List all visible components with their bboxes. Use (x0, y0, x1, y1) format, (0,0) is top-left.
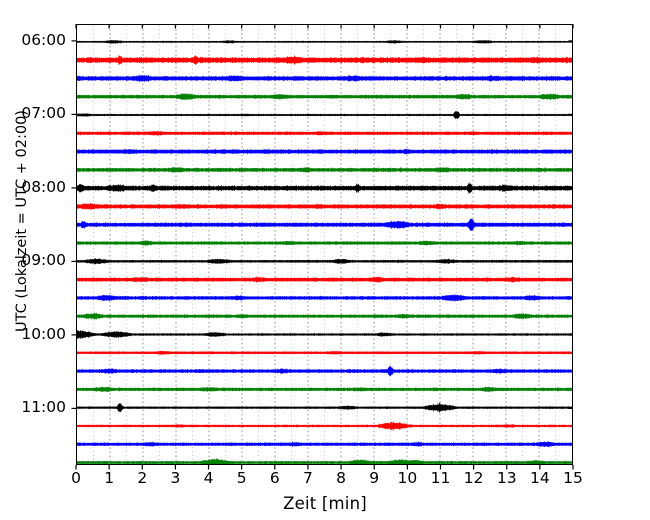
trace-07-30 (77, 148, 572, 155)
trace-11-00 (77, 401, 572, 414)
trace-07-00 (77, 110, 572, 120)
trace-08-00 (77, 182, 572, 194)
trace-08-30 (77, 217, 572, 232)
x-tick-label-10: 10 (397, 469, 418, 487)
trace-06-15 (77, 54, 572, 66)
y-tick-label-08-00: 08:00 (21, 177, 66, 196)
trace-10-00 (77, 329, 572, 340)
trace-10-45 (77, 385, 572, 393)
x-tick-label-9: 9 (369, 469, 380, 487)
y-tick-label-11-00: 11:00 (21, 398, 66, 417)
y-tick-label-07-00: 07:00 (21, 104, 66, 123)
trace-10-15 (77, 350, 572, 356)
trace-09-00 (77, 257, 572, 266)
trace-08-15 (77, 202, 572, 211)
y-tick-label-06-00: 06:00 (21, 30, 66, 49)
x-tick-label-4: 4 (203, 469, 214, 487)
trace-11-30 (77, 440, 572, 448)
x-tick-label-3: 3 (170, 469, 181, 487)
seismogram-traces (77, 25, 572, 464)
x-tick-label-12: 12 (463, 469, 484, 487)
plot-axes (76, 24, 573, 465)
x-tick-label-15: 15 (563, 469, 583, 487)
x-tick-label-0: 0 (71, 469, 81, 487)
x-tick-label-5: 5 (236, 469, 247, 487)
x-tick-label-1: 1 (104, 469, 115, 487)
trace-11-15 (77, 421, 572, 431)
x-tick-label-6: 6 (269, 469, 280, 487)
trace-11-45 (77, 458, 572, 464)
x-tick-label-14: 14 (529, 469, 550, 487)
trace-09-30 (77, 293, 572, 303)
trace-09-45 (77, 312, 572, 321)
x-axis-title: Zeit [min] (283, 494, 367, 513)
x-tick-label-11: 11 (430, 469, 451, 487)
trace-06-45 (77, 92, 572, 102)
x-tick-label-7: 7 (302, 469, 313, 487)
trace-06-00 (77, 39, 572, 44)
y-tick-label-10-00: 10:00 (21, 324, 66, 343)
trace-07-45 (77, 166, 572, 174)
y-axis-title: UTC (Lokalzeit = UTC + 02:00) (14, 110, 30, 332)
x-tick-label-13: 13 (496, 469, 517, 487)
x-tick-label-2: 2 (137, 469, 148, 487)
trace-09-15 (77, 276, 572, 284)
trace-10-30 (77, 365, 572, 378)
x-tick-label-8: 8 (336, 469, 346, 487)
trace-06-30 (77, 73, 572, 83)
trace-08-45 (77, 239, 572, 247)
trace-07-15 (77, 130, 572, 137)
y-tick-label-09-00: 09:00 (21, 251, 66, 270)
